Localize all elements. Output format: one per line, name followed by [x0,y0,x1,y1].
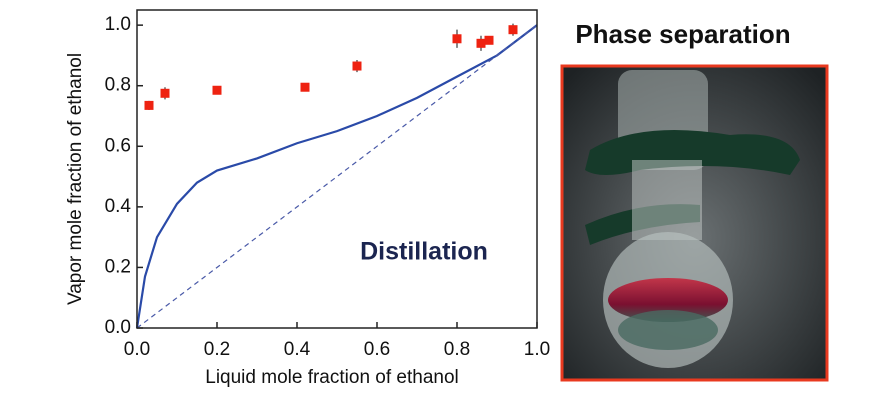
photo-title: Phase separation [575,19,790,49]
x-tick-label: 0.0 [124,339,150,360]
x-tick-label: 0.2 [204,339,230,360]
y-tick-label: 0.2 [105,256,131,277]
x-axis-label: Liquid mole fraction of ethanol [205,367,459,388]
x-tick-label: 0.8 [444,339,470,360]
x-tick-label: 0.6 [364,339,390,360]
x-tick-label: 0.4 [284,339,311,360]
point [508,25,518,35]
point [352,61,362,71]
point [160,88,170,98]
point [476,38,486,48]
x-tick-label: 1.0 [524,339,550,360]
y-tick-label: 1.0 [105,14,131,35]
curve [135,24,538,329]
photo [560,64,829,382]
point [144,100,154,110]
annotation: Distillation [360,238,488,266]
point [212,85,222,95]
point [452,34,462,44]
y-tick-label: 0.8 [105,75,131,96]
y-tick-label: 0.4 [105,196,132,217]
plot-frame [136,9,538,329]
point [300,82,310,92]
diagonal-line [136,24,538,329]
y-axis-label: Vapor mole fraction of ethanol [65,53,86,305]
y-tick-label: 0.6 [105,135,131,156]
point [484,35,494,45]
y-tick-label: 0.0 [105,317,131,338]
